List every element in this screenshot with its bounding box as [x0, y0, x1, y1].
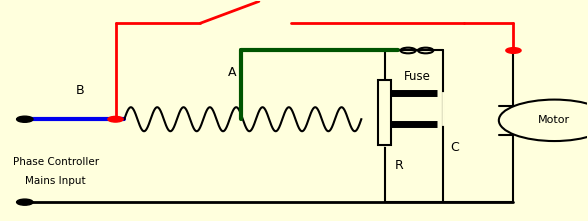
Text: Motor: Motor: [539, 115, 570, 125]
Circle shape: [108, 116, 123, 122]
Text: Phase Controller: Phase Controller: [13, 157, 99, 167]
Circle shape: [16, 199, 33, 205]
Circle shape: [16, 116, 33, 122]
Text: C: C: [450, 141, 459, 154]
Text: Mains Input: Mains Input: [25, 176, 85, 187]
Circle shape: [506, 48, 521, 53]
Text: A: A: [228, 66, 237, 79]
Text: R: R: [395, 158, 404, 171]
Bar: [378, 80, 391, 145]
Text: B: B: [76, 84, 85, 97]
Text: Fuse: Fuse: [403, 70, 430, 83]
